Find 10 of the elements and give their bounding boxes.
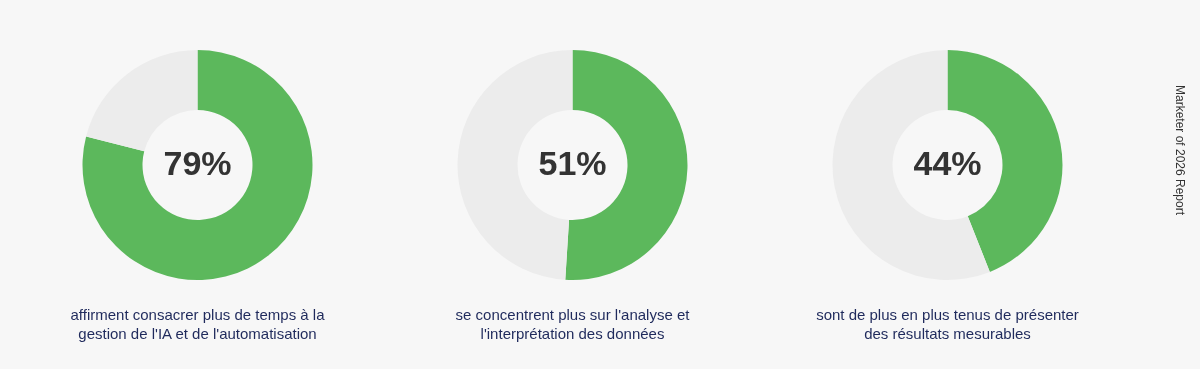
text: se concentrent plus sur l'analyse et l'interprétation des données — [455, 306, 691, 342]
text: sont de plus en plus tenus de présenter des résultats mesurables — [816, 306, 1079, 342]
donut-slice — [832, 50, 990, 280]
text: Marketer of 2026 Report — [1173, 84, 1187, 216]
data-label: 79% — [163, 144, 232, 182]
donut-slice — [86, 50, 198, 152]
data-label: 44% — [913, 144, 982, 182]
data-label: 51% — [538, 144, 607, 182]
donut-slice — [82, 50, 313, 280]
text: affirment consacrer plus de temps à la gestion de l'IA et de l'automatisation — [70, 306, 326, 342]
